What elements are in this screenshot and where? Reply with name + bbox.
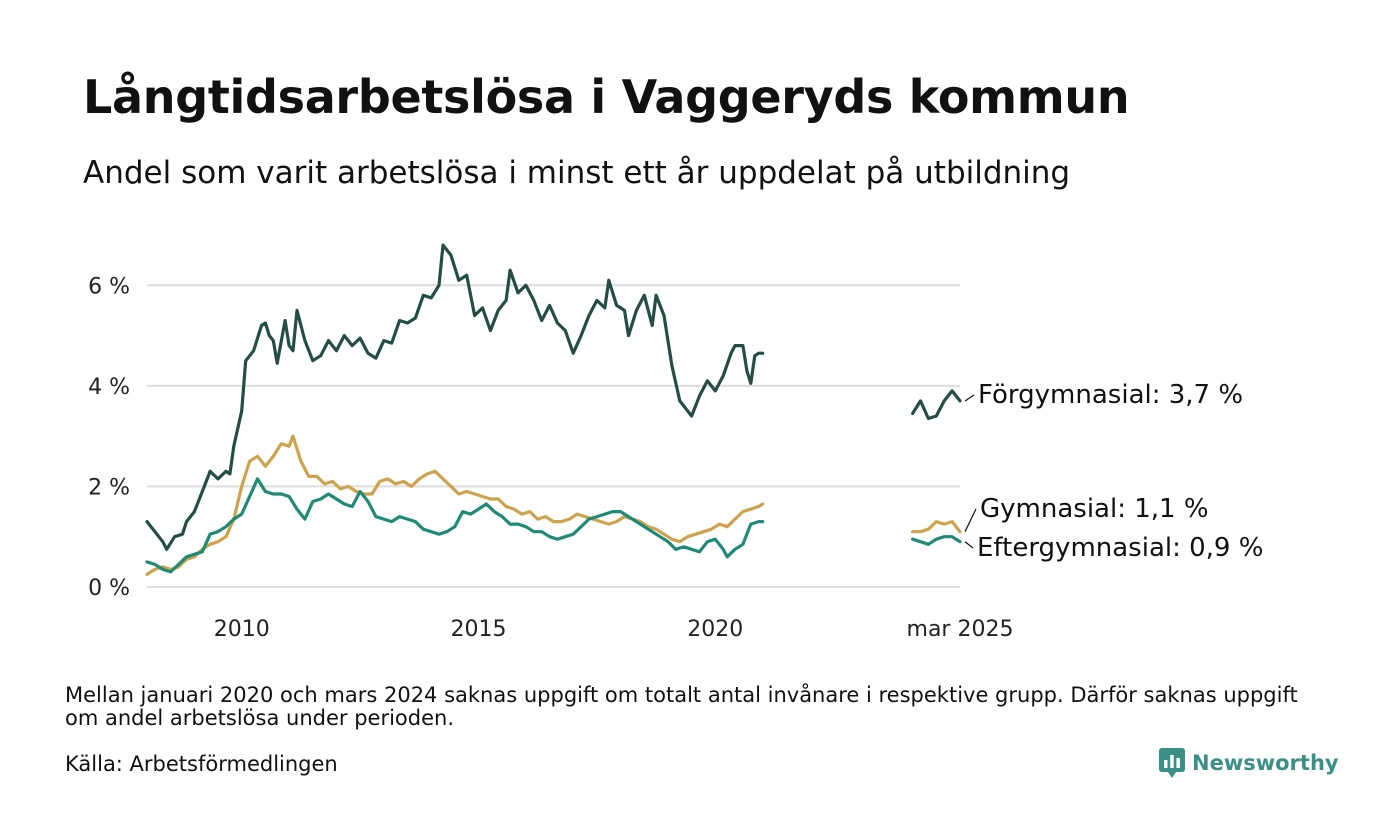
series-line-eftergymnasial-recent: [911, 535, 962, 546]
x-axis-tick-labels: 2010 2015 2020 mar 2025: [214, 617, 1014, 642]
x-tick-label: mar 2025: [907, 617, 1014, 642]
series-line-förgymnasial-early: [145, 243, 765, 551]
series-end-labels: Förgymnasial: 3,7 % Gymnasial: 1,1 % Efter…: [964, 380, 1263, 563]
y-tick-label: 4 %: [88, 375, 130, 400]
x-tick-label: 2020: [687, 617, 743, 642]
x-tick-label: 2010: [214, 617, 270, 642]
chart-title: Långtidsarbetslösa i Vaggeryds kommun: [83, 70, 1130, 124]
end-label-leader: [964, 394, 975, 402]
newsworthy-logo-icon: [1159, 748, 1185, 778]
chart-subtitle: Andel som varit arbetslösa i minst ett å…: [83, 155, 1071, 191]
end-label-förgymnasial: Förgymnasial: 3,7 %: [978, 380, 1243, 410]
y-axis-tick-labels: 0 % 2 % 4 % 6 %: [88, 274, 130, 601]
y-tick-label: 2 %: [88, 475, 130, 500]
series-line-gymnasial-early: [145, 434, 765, 576]
newsworthy-logo: Newsworthy: [1158, 746, 1339, 780]
line-chart: 0 % 2 % 4 % 6 % 2010 2015 2020 mar 2025 Förgym…: [88, 243, 1263, 642]
y-tick-label: 0 %: [88, 576, 130, 601]
source-text: Källa: Arbetsförmedlingen: [65, 752, 338, 776]
end-label-leader: [964, 508, 977, 532]
series-line-gymnasial-recent: [911, 520, 962, 534]
series-line-förgymnasial-recent: [911, 389, 962, 421]
series-line-eftergymnasial-early: [145, 477, 765, 574]
series-lines: [145, 243, 962, 576]
x-tick-label: 2015: [451, 617, 507, 642]
end-label-leader: [964, 541, 974, 549]
end-label-gymnasial: Gymnasial: 1,1 %: [980, 494, 1209, 524]
footnote: Mellan januari 2020 och mars 2024 saknas…: [65, 683, 1298, 730]
end-label-eftergymnasial: Eftergymnasial: 0,9 %: [977, 533, 1263, 563]
y-tick-label: 6 %: [88, 274, 130, 299]
brand-name: Newsworthy: [1192, 751, 1339, 775]
gridlines: [147, 284, 960, 588]
